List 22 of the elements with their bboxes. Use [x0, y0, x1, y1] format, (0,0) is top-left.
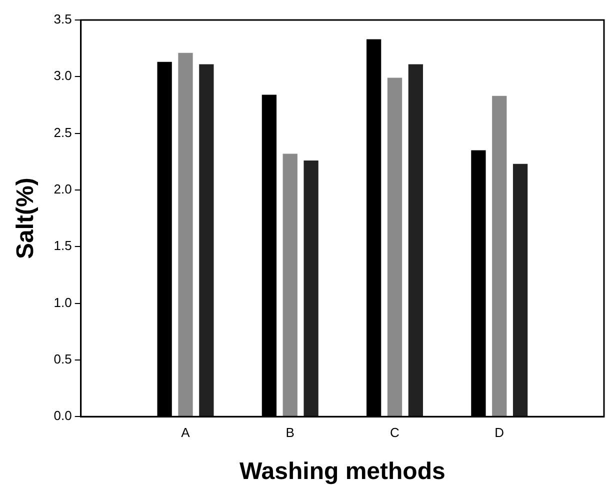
x-tick-label: B	[286, 424, 294, 440]
bar	[178, 52, 193, 416]
y-tick-label: 0.5	[54, 352, 72, 367]
y-axis-title: Salt(%)	[12, 178, 40, 259]
y-tick-label: 1.0	[54, 294, 72, 310]
bar	[492, 96, 507, 416]
bar	[387, 78, 402, 416]
y-tick-label: 0.0	[54, 408, 72, 424]
y-tick-label: 1.5	[54, 238, 72, 254]
y-tick-label: 2.0	[54, 182, 72, 197]
bar	[199, 64, 214, 416]
x-tick-label: D	[494, 424, 504, 440]
y-tick-label: 3.0	[54, 68, 72, 84]
x-axis-title: Washing methods	[240, 458, 446, 486]
x-tick-label: C	[390, 424, 400, 440]
bar	[282, 154, 298, 416]
y-tick-label: 3.5	[54, 12, 72, 27]
bar	[512, 164, 528, 416]
y-tick-label: 2.5	[54, 124, 72, 140]
bar	[408, 64, 423, 416]
bar	[304, 160, 318, 416]
x-tick-label: A	[181, 424, 190, 440]
